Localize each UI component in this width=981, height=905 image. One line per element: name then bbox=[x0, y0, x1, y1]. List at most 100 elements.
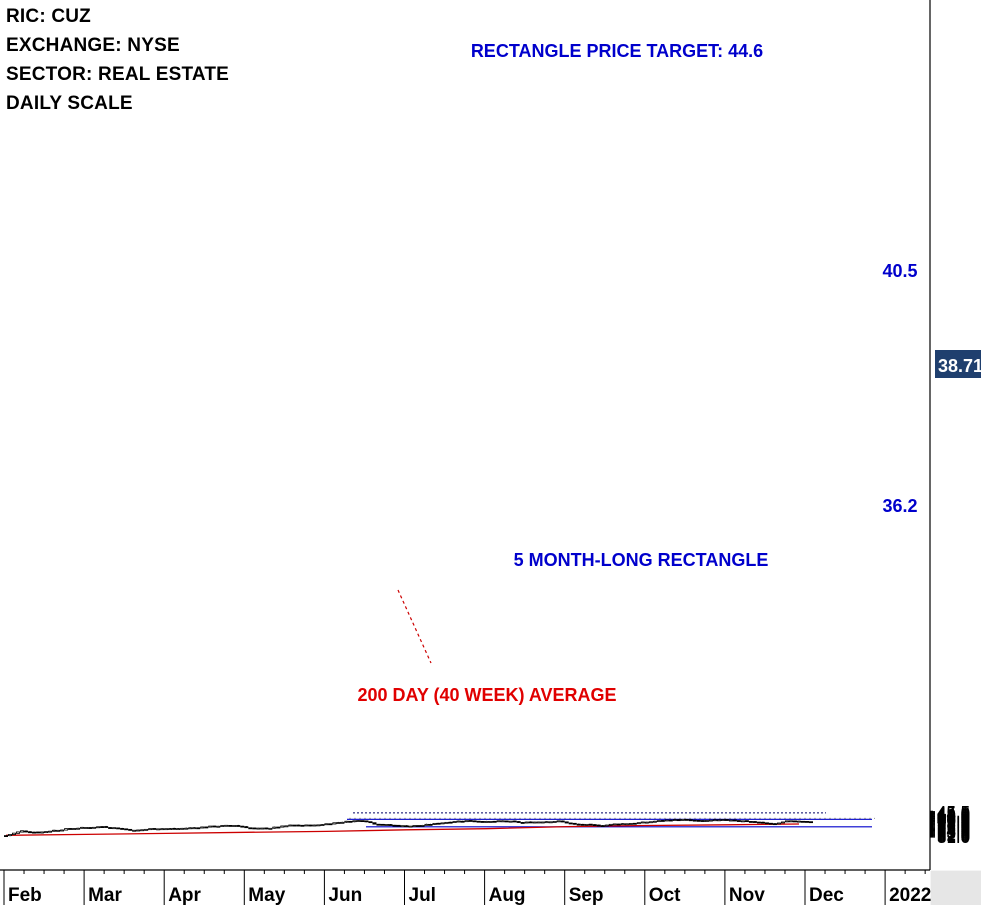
candle bbox=[604, 824, 609, 827]
candle bbox=[36, 831, 41, 834]
x-tick-label: May bbox=[248, 885, 285, 905]
candle-body-down bbox=[360, 820, 365, 823]
candle bbox=[732, 819, 737, 822]
candle bbox=[596, 824, 601, 827]
candle-body-up bbox=[608, 823, 613, 826]
candle-body-up bbox=[80, 826, 85, 829]
candle-body-down bbox=[736, 820, 741, 822]
candle bbox=[56, 829, 61, 832]
candle-body-up bbox=[412, 825, 417, 827]
candle-body-down bbox=[752, 821, 757, 823]
candle-body-down bbox=[688, 819, 693, 822]
y-tick-label: 45.0 bbox=[937, 803, 970, 822]
candle bbox=[548, 821, 553, 824]
candle-body-down bbox=[684, 819, 689, 821]
candle bbox=[92, 826, 97, 829]
candle-body-up bbox=[508, 820, 513, 823]
candle-body-up bbox=[776, 822, 781, 825]
candle-body-up bbox=[8, 834, 13, 837]
candle-body-up bbox=[72, 828, 77, 830]
candle bbox=[300, 824, 305, 827]
candle-body-up bbox=[796, 820, 801, 823]
candle-body-up bbox=[336, 822, 341, 824]
x-tick-label: Oct bbox=[649, 885, 681, 905]
candle-body-down bbox=[764, 822, 769, 825]
candle bbox=[776, 822, 781, 825]
candle bbox=[72, 828, 77, 830]
candle bbox=[184, 827, 189, 830]
candle bbox=[784, 820, 789, 823]
candle-body-down bbox=[152, 828, 157, 830]
candle bbox=[728, 819, 733, 822]
candle-body-down bbox=[300, 824, 305, 827]
candle-body-down bbox=[276, 826, 281, 829]
support-level-label: 36.2 bbox=[882, 496, 917, 516]
candle bbox=[504, 820, 509, 823]
candle-body-up bbox=[272, 826, 277, 829]
candle bbox=[588, 823, 593, 826]
candle-body-up bbox=[144, 828, 149, 831]
candle bbox=[696, 819, 701, 822]
y-tick-label: 40.0 bbox=[937, 811, 970, 830]
candle bbox=[692, 819, 697, 822]
x-tick-label: Feb bbox=[8, 885, 42, 905]
candle bbox=[348, 820, 353, 823]
candle-body-up bbox=[256, 827, 261, 830]
candle-body-down bbox=[204, 826, 209, 829]
y-tick-label: 44.0 bbox=[937, 805, 970, 824]
candle bbox=[340, 821, 345, 824]
candle bbox=[4, 835, 9, 837]
candle-body-down bbox=[472, 820, 477, 823]
candle-body-down bbox=[116, 827, 121, 830]
candle-body-down bbox=[512, 820, 517, 823]
candle-body-down bbox=[792, 820, 797, 823]
y-tick-label: 38.5 bbox=[937, 814, 970, 833]
candle-body-down bbox=[236, 825, 241, 827]
candle bbox=[372, 822, 377, 825]
candle-body-down bbox=[252, 827, 257, 830]
y-tick-label: 41.5 bbox=[937, 809, 970, 828]
candle-body-down bbox=[376, 823, 381, 826]
y-tick-label: 34.5 bbox=[937, 821, 970, 840]
candle bbox=[712, 819, 717, 822]
candle bbox=[440, 822, 445, 825]
y-tick-label: 31.5 bbox=[937, 827, 970, 846]
candle-body-up bbox=[48, 830, 53, 833]
candle-body-down bbox=[600, 825, 605, 827]
candle bbox=[8, 834, 13, 837]
y-tick-label: 31.0 bbox=[937, 828, 970, 847]
candle bbox=[396, 824, 401, 827]
candle bbox=[292, 824, 297, 827]
y-tick-label: 33.5 bbox=[937, 823, 970, 842]
candle-body-down bbox=[476, 820, 481, 823]
y-tick-label: 38.0 bbox=[937, 815, 970, 834]
y-tick-label: 34.0 bbox=[937, 822, 970, 841]
candle bbox=[809, 821, 814, 824]
candle-body-up bbox=[92, 826, 97, 829]
y-tick-label: 36.0 bbox=[937, 818, 970, 837]
candle-body-down bbox=[368, 821, 373, 824]
candle bbox=[524, 821, 529, 824]
candle bbox=[436, 822, 441, 825]
candle bbox=[668, 819, 673, 822]
candle-body-down bbox=[809, 821, 814, 824]
price-target-label: RECTANGLE PRICE TARGET: 44.6 bbox=[471, 41, 763, 61]
candle bbox=[592, 824, 597, 827]
candle bbox=[805, 821, 810, 823]
y-tick-label: 45.5 bbox=[937, 803, 970, 822]
candle-body-down bbox=[580, 823, 585, 826]
candle-body-down bbox=[104, 826, 109, 828]
candle bbox=[428, 823, 433, 826]
y-tick-label: 33.0 bbox=[937, 824, 970, 843]
candle bbox=[216, 825, 221, 828]
x-tick-label: Jul bbox=[409, 885, 436, 905]
candle-body-down bbox=[700, 820, 705, 822]
candle bbox=[324, 823, 329, 826]
moving-average-line bbox=[5, 823, 800, 836]
candle-body-down bbox=[772, 823, 777, 826]
candle bbox=[412, 825, 417, 827]
candle bbox=[764, 822, 769, 825]
candle-body-up bbox=[60, 829, 65, 832]
candle-body-up bbox=[452, 821, 457, 823]
